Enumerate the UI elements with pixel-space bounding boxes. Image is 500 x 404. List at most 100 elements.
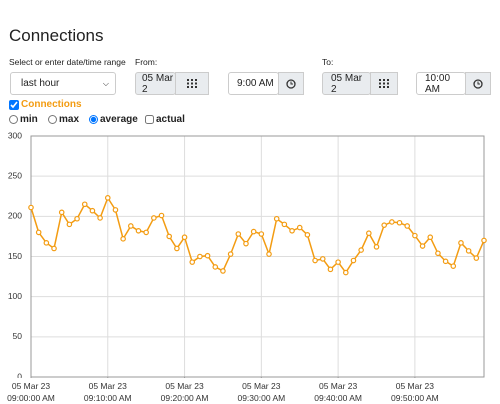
to-time[interactable]: 10:00 AM — [416, 72, 466, 95]
from-date-text: 05 Mar 2 — [142, 72, 174, 95]
data-point — [389, 219, 395, 225]
max-label: max — [59, 114, 80, 125]
data-point — [197, 253, 203, 260]
data-point — [112, 207, 119, 213]
data-point — [220, 268, 226, 274]
from-time-text: 9:00 AM — [237, 78, 274, 89]
data-point — [135, 227, 142, 234]
data-point — [373, 244, 380, 250]
radio[interactable] — [9, 115, 18, 124]
y-tick-label: 200 — [8, 211, 22, 221]
data-point — [266, 251, 272, 257]
radio[interactable] — [89, 115, 98, 124]
data-point — [243, 240, 249, 247]
to-date[interactable]: 05 Mar 2 — [322, 72, 371, 95]
data-point — [412, 232, 418, 239]
data-point — [166, 233, 173, 240]
data-point — [327, 266, 334, 273]
average-label: average — [100, 114, 138, 125]
clock-button[interactable] — [465, 72, 491, 95]
calendar-button[interactable] — [175, 72, 209, 95]
x-tick-label: 05 Mar 23 09:40:00 AM — [314, 381, 362, 403]
radio[interactable] — [48, 115, 57, 124]
data-point — [74, 215, 80, 222]
data-point — [189, 259, 196, 265]
actual-label: actual — [156, 114, 185, 125]
data-point — [335, 259, 341, 265]
data-point — [465, 248, 472, 254]
data-point — [304, 232, 311, 238]
data-point — [258, 231, 265, 237]
data-point — [35, 229, 42, 236]
data-point — [250, 228, 257, 235]
data-point — [427, 234, 434, 241]
data-point — [481, 237, 487, 244]
to-time-text: 10:00 AM — [425, 72, 451, 95]
to-label: To: — [322, 57, 334, 67]
data-point — [358, 247, 364, 253]
data-point — [66, 221, 73, 228]
from-date[interactable]: 05 Mar 2 — [135, 72, 176, 95]
data-point — [81, 201, 88, 208]
data-point — [289, 227, 295, 234]
data-point — [396, 219, 403, 226]
calendar-icon — [187, 79, 197, 88]
range-select[interactable]: last hour ⌵ — [10, 72, 116, 95]
data-point — [296, 224, 303, 231]
metric-checkbox[interactable]: Connections — [9, 99, 82, 110]
metric-label: Connections — [21, 99, 82, 110]
data-point — [458, 240, 464, 246]
data-point — [58, 209, 65, 216]
clock-button[interactable] — [278, 72, 304, 95]
data-point — [181, 234, 188, 241]
data-point — [319, 256, 326, 262]
y-tick-label: 150 — [8, 251, 22, 261]
page-title: Connections — [9, 26, 104, 45]
x-tick-label: 05 Mar 23 09:00:00 AM — [7, 381, 55, 403]
data-point — [97, 215, 103, 221]
data-point — [158, 212, 165, 219]
to-date-text: 05 Mar 2 — [331, 72, 363, 95]
actual-checkbox[interactable]: actual — [145, 114, 185, 125]
y-tick-label: 0 — [17, 371, 22, 378]
data-point — [435, 250, 441, 257]
plot-border — [30, 135, 485, 378]
data-point — [43, 240, 50, 246]
calendar-button[interactable] — [370, 72, 398, 95]
x-tick-label: 05 Mar 23 09:10:00 AM — [83, 381, 132, 403]
range-label: Select or enter date/time range — [9, 57, 126, 67]
checkbox[interactable] — [9, 99, 19, 110]
data-point — [128, 223, 134, 229]
data-point — [281, 221, 288, 228]
x-tick-label: 05 Mar 23 09:30:00 AM — [237, 381, 286, 403]
data-point — [473, 255, 480, 261]
data-point — [350, 257, 357, 264]
dropdown-arrow: ⌵ — [102, 78, 109, 88]
data-point — [419, 243, 426, 249]
y-tick-label: 100 — [8, 291, 22, 301]
clock-icon — [473, 78, 483, 89]
data-point — [120, 236, 126, 242]
data-point — [404, 223, 411, 229]
data-point — [366, 230, 372, 237]
checkbox[interactable] — [145, 115, 154, 124]
from-time[interactable]: 9:00 AM — [228, 72, 279, 95]
data-point — [174, 245, 180, 252]
y-tick-label: 50 — [13, 331, 23, 341]
average-radio[interactable]: average — [89, 114, 138, 125]
clock-icon — [286, 78, 296, 89]
chart: 0 50 100 150 200 250 300 — [8, 130, 487, 378]
from-label: From: — [135, 57, 158, 67]
min-label: min — [20, 114, 38, 125]
data-point — [151, 215, 157, 221]
data-point — [342, 269, 349, 276]
min-radio[interactable]: min — [9, 114, 38, 125]
y-tick-label: 300 — [8, 130, 22, 140]
data-point — [51, 245, 57, 252]
x-tick-label: 05 Mar 23 09:20:00 AM — [160, 381, 209, 403]
data-point — [143, 229, 149, 236]
max-radio[interactable]: max — [48, 114, 79, 125]
data-point — [442, 258, 449, 265]
data-point — [89, 207, 96, 214]
